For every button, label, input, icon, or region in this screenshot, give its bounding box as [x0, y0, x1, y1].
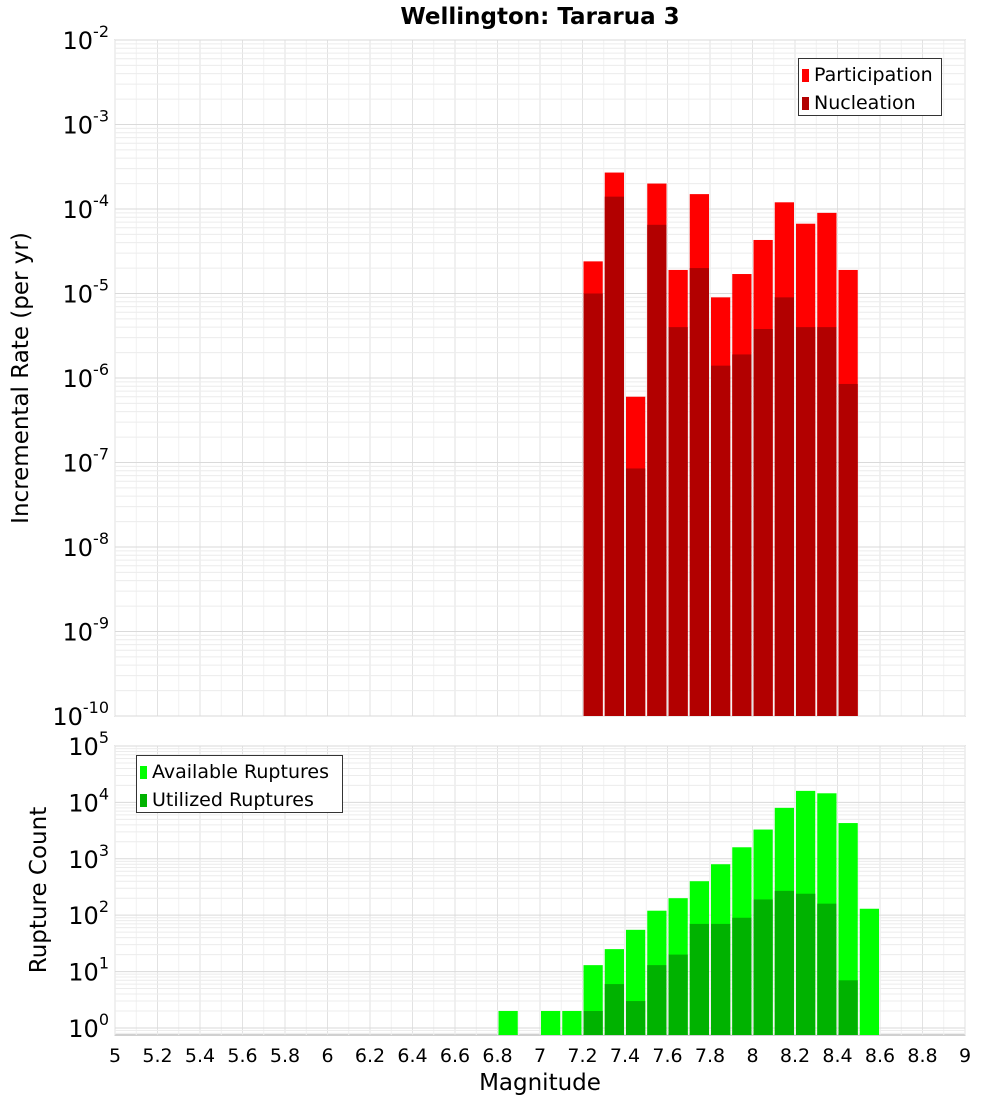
x-tick-label: 6.8 — [482, 1045, 512, 1067]
y-tick-label: 10-5 — [63, 276, 110, 309]
bar-utilized-ruptures — [647, 965, 667, 1035]
x-tick-label: 8 — [746, 1045, 758, 1067]
bar-nucleation — [753, 329, 773, 716]
bar-nucleation — [817, 327, 837, 716]
bar-utilized-ruptures — [796, 893, 816, 1035]
bar-utilized-ruptures — [774, 890, 794, 1035]
bar-available-ruptures — [498, 1010, 518, 1035]
y-tick-label: 100 — [68, 1010, 109, 1043]
y-tick-label: 10-7 — [63, 445, 110, 478]
x-tick-label: 7.2 — [567, 1045, 597, 1067]
y-tick-label: 10-6 — [63, 360, 110, 393]
y-tick-label: 104 — [68, 784, 109, 817]
legend-item-available-ruptures: Available Ruptures — [140, 758, 342, 786]
bar-utilized-ruptures — [583, 1010, 603, 1035]
bar-nucleation — [711, 365, 731, 716]
y-tick-label: 10-4 — [63, 191, 110, 224]
bar-nucleation — [732, 354, 752, 716]
x-tick-label: 8.4 — [822, 1045, 852, 1067]
y-tick-label: 10-9 — [63, 614, 110, 647]
x-axis-label: Magnitude — [479, 1070, 601, 1096]
bar-utilized-ruptures — [732, 917, 752, 1035]
bar-available-ruptures — [859, 908, 879, 1035]
y-tick-label: 10-2 — [63, 22, 110, 55]
bar-utilized-ruptures — [689, 923, 709, 1035]
x-tick-label: 5 — [109, 1045, 121, 1067]
bar-utilized-ruptures — [604, 984, 624, 1035]
legend-item-utilized-ruptures: Utilized Ruptures — [140, 786, 342, 814]
legend-swatch — [140, 793, 147, 807]
x-tick-label: 7.8 — [695, 1045, 725, 1067]
bar-nucleation — [626, 468, 646, 716]
bar-available-ruptures — [562, 1010, 582, 1035]
top-y-axis-label: Incremental Rate (per yr) — [8, 232, 34, 524]
top-y-tick-labels: 10-10 10-9 10-8 10-7 10-6 10-5 10-4 10-3 10-2 — [52, 22, 109, 731]
x-tick-label: 6.6 — [440, 1045, 470, 1067]
x-tick-label: 9 — [959, 1045, 971, 1067]
x-tick-label: 8.2 — [780, 1045, 810, 1067]
x-tick-label: 5.6 — [227, 1045, 257, 1067]
x-tick-label: 6 — [321, 1045, 333, 1067]
x-tick-label: 5.8 — [270, 1045, 300, 1067]
bar-utilized-ruptures — [753, 899, 773, 1035]
y-tick-label: 105 — [68, 728, 109, 761]
x-tick-label: 6.2 — [355, 1045, 385, 1067]
x-tick-label: 7.6 — [652, 1045, 682, 1067]
legend-label: Available Ruptures — [152, 761, 329, 783]
bar-nucleation — [838, 383, 858, 716]
bottom-y-tick-labels: 100 101 102 103 104 105 — [68, 728, 109, 1043]
legend-label: Nucleation — [814, 92, 916, 114]
bottom-y-axis-label: Rupture Count — [26, 807, 52, 973]
bar-utilized-ruptures — [668, 954, 688, 1035]
bar-utilized-ruptures — [838, 980, 858, 1035]
bar-nucleation — [647, 224, 667, 716]
x-tick-label: 7 — [534, 1045, 546, 1067]
x-tick-label: 7.4 — [610, 1045, 640, 1067]
bottom-bars — [498, 790, 879, 1035]
legend-swatch — [140, 765, 147, 779]
legend-swatch — [802, 96, 809, 110]
top-plot: 10-10 10-9 10-8 10-7 10-6 10-5 10-4 10-3 10-2 In… — [8, 22, 966, 731]
y-tick-label: 10-10 — [52, 698, 109, 731]
x-tick-label: 5.2 — [142, 1045, 172, 1067]
bar-nucleation — [774, 297, 794, 716]
top-legend: Participation Nucleation — [798, 58, 942, 116]
x-tick-labels: 5 5.2 5.4 5.6 5.8 6 6.2 6.4 6.6 6.8 7 7.2 7.4 7.6 7.8 8… — [109, 1045, 971, 1067]
bar-nucleation — [796, 327, 816, 716]
bar-utilized-ruptures — [817, 903, 837, 1035]
bar-utilized-ruptures — [626, 1001, 646, 1035]
x-tick-label: 8.8 — [907, 1045, 937, 1067]
bar-nucleation — [604, 196, 624, 717]
bar-nucleation — [583, 293, 603, 716]
legend-swatch — [802, 68, 809, 82]
bottom-legend: Available Ruptures Utilized Ruptures — [136, 755, 343, 813]
y-tick-label: 102 — [68, 897, 109, 930]
x-tick-label: 8.6 — [865, 1045, 895, 1067]
legend-item-participation: Participation — [802, 61, 941, 89]
y-tick-label: 10-3 — [63, 107, 110, 140]
bar-nucleation — [689, 268, 709, 716]
legend-label: Participation — [814, 64, 933, 86]
bar-utilized-ruptures — [711, 923, 731, 1035]
y-tick-label: 101 — [68, 954, 109, 987]
bar-nucleation — [668, 327, 688, 716]
x-tick-label: 6.4 — [397, 1045, 427, 1067]
top-grid — [114, 39, 966, 717]
y-tick-label: 103 — [68, 841, 109, 874]
legend-item-nucleation: Nucleation — [802, 89, 941, 117]
x-tick-label: 5.4 — [185, 1045, 215, 1067]
legend-label: Utilized Ruptures — [152, 789, 314, 811]
y-tick-label: 10-8 — [63, 529, 110, 562]
bar-available-ruptures — [541, 1010, 561, 1035]
top-bars — [583, 172, 858, 717]
chart-title: Wellington: Tararua 3 — [400, 4, 679, 30]
